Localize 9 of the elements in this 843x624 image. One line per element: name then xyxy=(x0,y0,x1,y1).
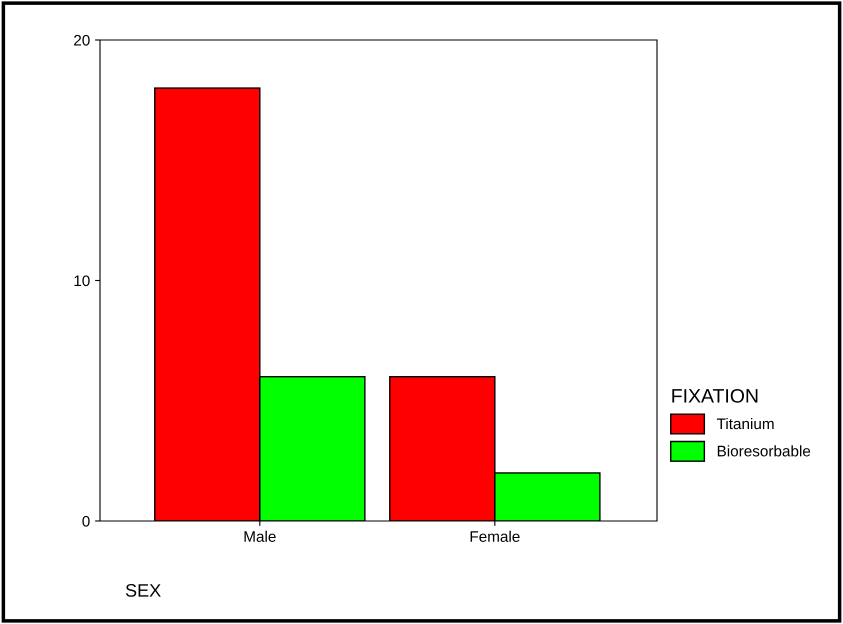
y-tick-label: 0 xyxy=(82,516,90,527)
legend-label: Bioresorbable xyxy=(718,445,810,456)
legend-title: FIXATION xyxy=(672,388,758,403)
y-tick-label: 20 xyxy=(74,34,90,46)
y-tick-label: 10 xyxy=(74,275,90,286)
x-tick-label: Female xyxy=(470,530,520,542)
x-tick-label: Male xyxy=(244,530,276,542)
legend-label: Titanium xyxy=(716,418,774,430)
x-axis-title: SEX xyxy=(126,584,161,597)
